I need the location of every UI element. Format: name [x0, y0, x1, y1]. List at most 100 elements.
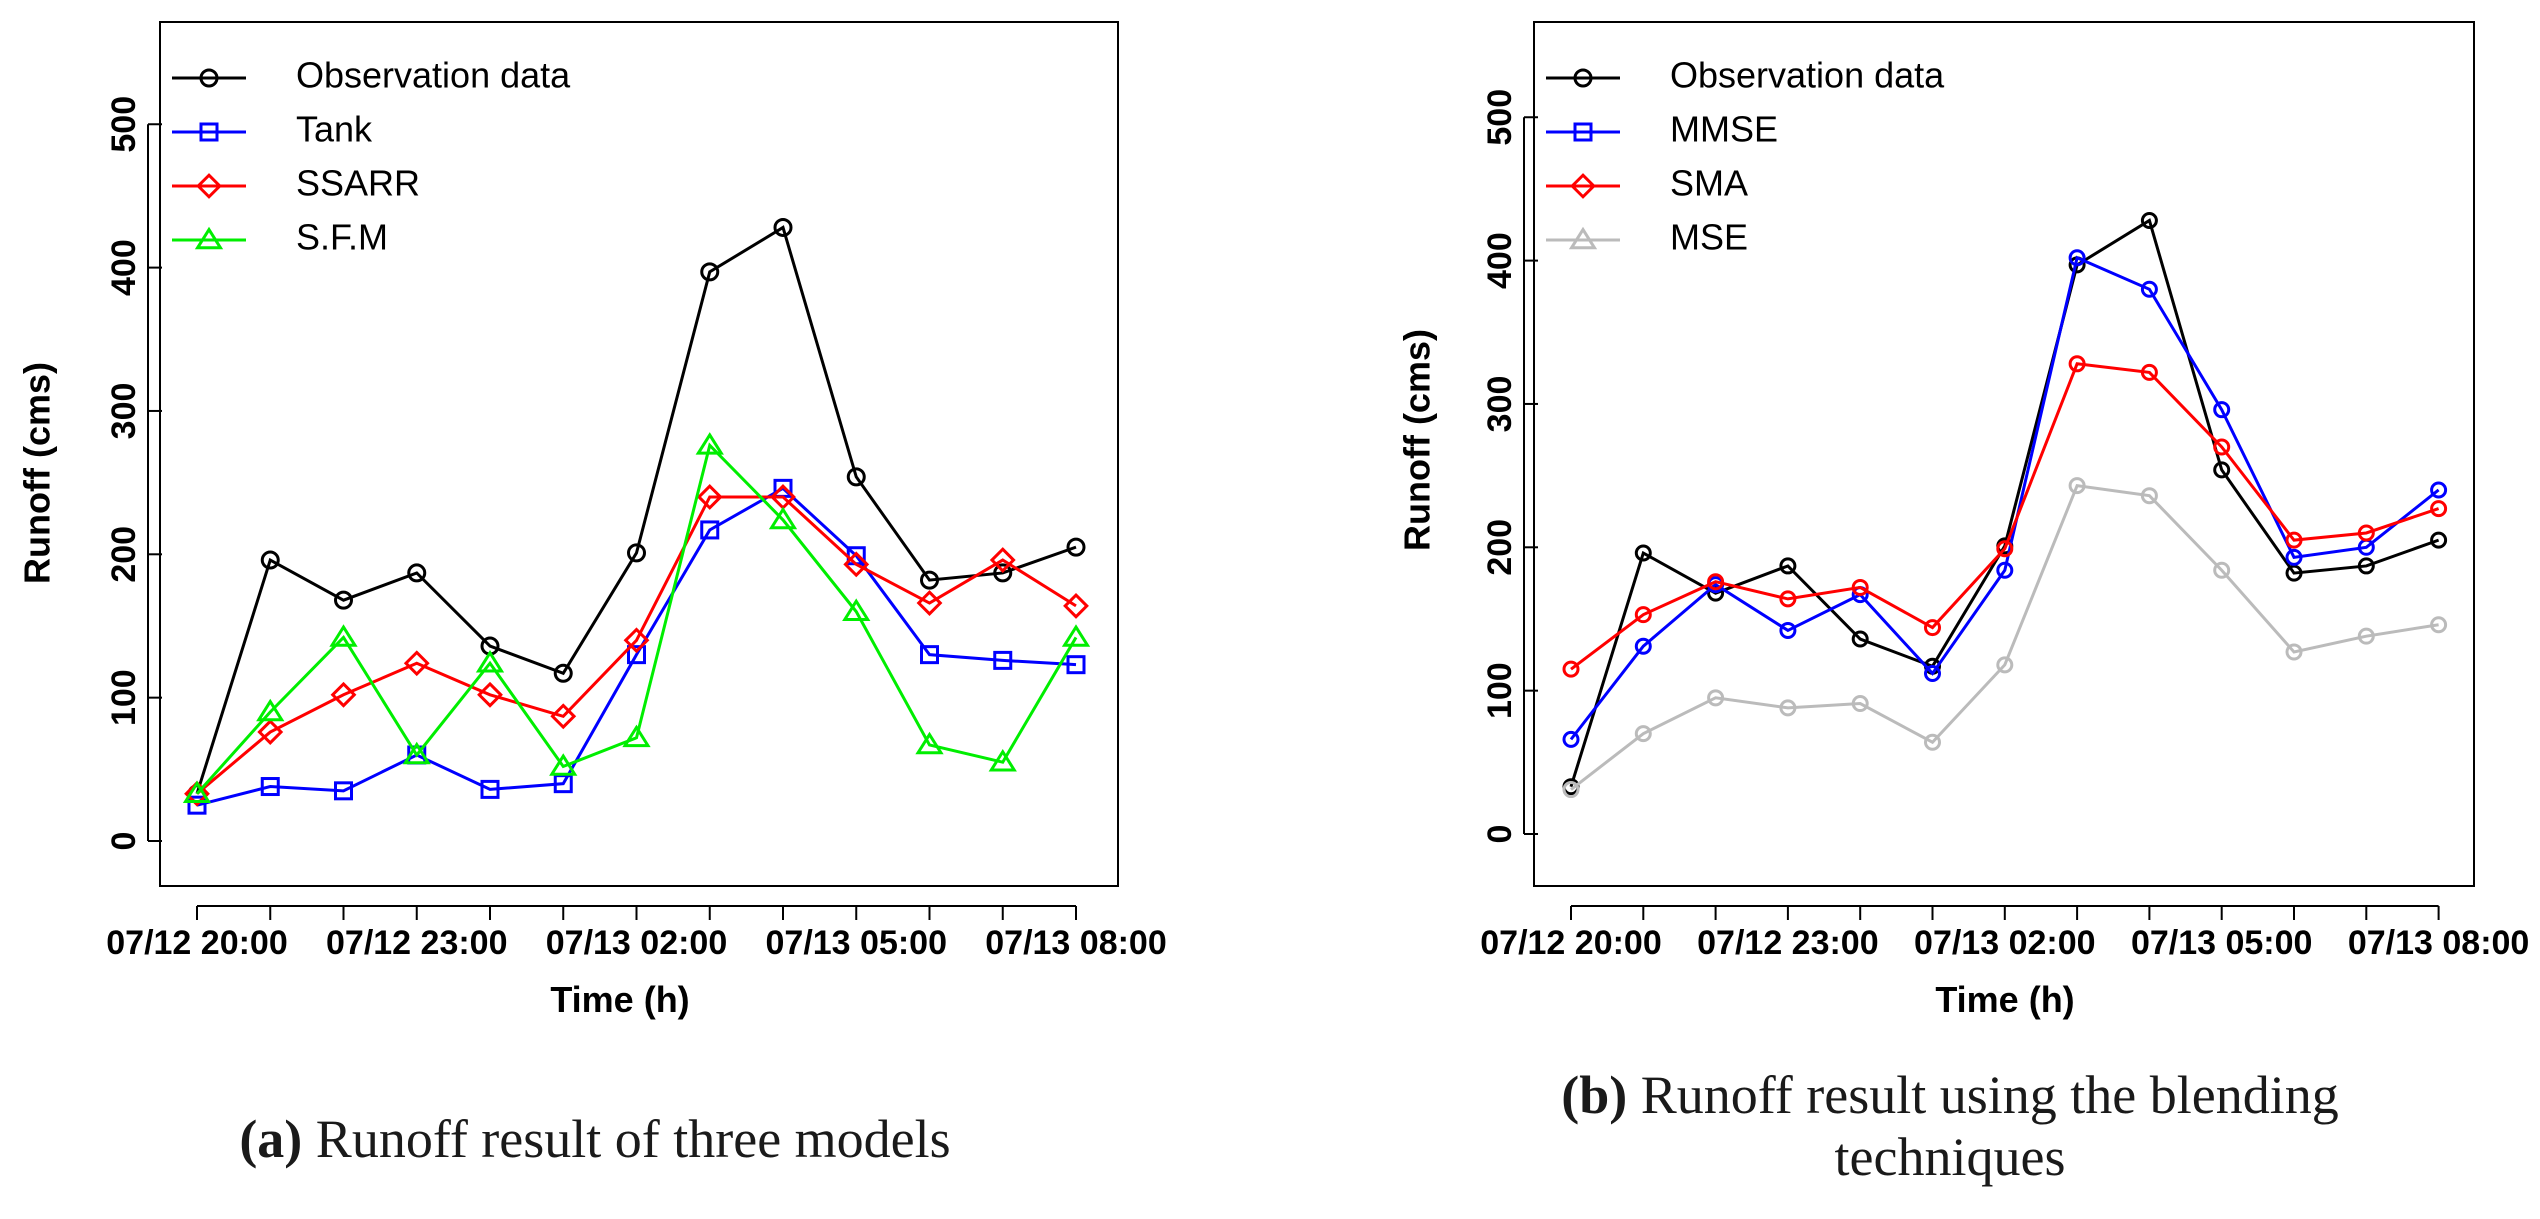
data-point — [2357, 524, 2375, 542]
legend-marker — [196, 173, 222, 199]
data-point — [695, 432, 724, 455]
x-tick-label: 07/13 02:00 — [546, 924, 728, 962]
data-point — [1707, 573, 1725, 591]
data-point — [696, 484, 723, 510]
y-tick-label: 300 — [105, 383, 143, 440]
legend-label: MSE — [1670, 217, 1748, 258]
data-point — [843, 551, 870, 578]
data-point — [700, 262, 720, 282]
series-line — [195, 225, 1077, 795]
legend-marker — [199, 68, 219, 88]
data-point — [1562, 660, 1580, 678]
data-point — [1066, 655, 1086, 675]
data-point — [2285, 643, 2303, 661]
data-point — [993, 650, 1013, 670]
data-point — [480, 779, 500, 799]
data-point — [407, 563, 427, 583]
y-tick-label: 100 — [105, 669, 143, 726]
legend-label: MMSE — [1670, 109, 1778, 150]
data-point — [700, 520, 720, 540]
data-point — [1562, 730, 1580, 748]
data-point — [334, 781, 353, 801]
y-tick-label: 200 — [1481, 519, 1519, 576]
data-point — [1063, 592, 1089, 619]
data-point — [1634, 637, 1652, 655]
data-point — [920, 570, 939, 590]
legend: Observation data Tank SSARR S.F.M — [172, 55, 571, 258]
data-point — [2213, 461, 2231, 479]
series-line — [1569, 255, 2440, 741]
x-tick-label: 07/13 05:00 — [766, 924, 948, 962]
series-line — [1570, 362, 2440, 671]
data-point — [622, 724, 651, 748]
data-point — [1851, 630, 1869, 648]
data-point — [1066, 537, 1086, 557]
x-tick-label: 07/12 20:00 — [1480, 924, 1662, 962]
data-point — [1779, 590, 1797, 608]
legend-label: S.F.M — [296, 217, 388, 258]
y-tick-label: 200 — [105, 526, 143, 583]
data-point — [2357, 557, 2375, 575]
chart-panel-b: 0 100 200 300 400 500 07/12 20:00 07/12 23:00 07… — [1397, 21, 2529, 1020]
data-point — [2430, 531, 2448, 549]
series-mse — [1562, 477, 2448, 799]
legend-marker — [1573, 68, 1593, 88]
data-point — [2140, 363, 2158, 381]
data-point — [627, 543, 646, 563]
data-point — [553, 663, 573, 683]
data-point — [2213, 401, 2231, 419]
data-point — [2213, 561, 2231, 579]
data-point — [334, 590, 353, 610]
x-tick-label: 07/12 20:00 — [106, 924, 288, 962]
legend-marker — [1568, 226, 1598, 250]
y-axis-label: Runoff (cms) — [17, 362, 58, 584]
data-point — [2430, 481, 2448, 499]
y-tick-label: 0 — [1481, 825, 1519, 844]
series-line — [1570, 484, 2439, 791]
y-tick-label: 300 — [1481, 376, 1519, 433]
y-tick-label: 400 — [1481, 232, 1519, 289]
data-point — [1924, 664, 1941, 682]
data-point — [2430, 500, 2448, 518]
series-s-f-m — [182, 432, 1091, 803]
data-point — [257, 719, 284, 745]
data-point — [2068, 355, 2086, 373]
x-tick-label: 07/13 02:00 — [1914, 924, 2096, 962]
legend-marker — [199, 122, 219, 142]
data-point — [402, 741, 431, 765]
caption-a-text: Runoff result of three models — [315, 1109, 951, 1169]
x-tick-label: 07/13 05:00 — [2131, 924, 2313, 962]
caption-b-label: (b) — [1561, 1065, 1628, 1125]
legend: Observation data MMSE SMA MSE — [1546, 55, 1945, 258]
data-point — [260, 777, 280, 797]
y-tick-label: 400 — [105, 239, 143, 296]
y-tick-label: 0 — [105, 832, 143, 851]
data-point — [2285, 564, 2303, 582]
data-point — [477, 681, 503, 708]
x-tick-label: 07/12 23:00 — [1697, 924, 1879, 962]
data-point — [330, 681, 357, 708]
data-point — [1851, 695, 1869, 713]
chart-panel-a: 0 100 200 300 400 500 07/12 20:00 07/12 23:00 07… — [17, 21, 1167, 1020]
data-point — [1562, 781, 1580, 799]
series-ssarr — [184, 484, 1089, 807]
x-axis-label: Time (h) — [550, 979, 689, 1020]
series-tank — [187, 478, 1086, 815]
data-point — [2357, 627, 2375, 645]
data-point — [842, 598, 871, 621]
data-point — [916, 590, 943, 616]
data-point — [1779, 557, 1797, 575]
data-point — [187, 795, 207, 815]
data-point — [260, 550, 280, 570]
plot-frame — [1533, 21, 2475, 887]
data-point — [627, 645, 646, 665]
y-tick-label: 500 — [105, 96, 143, 153]
data-point — [623, 627, 650, 654]
data-point — [256, 698, 285, 722]
data-point — [1996, 540, 2014, 558]
legend-label: Tank — [296, 109, 373, 150]
data-point — [475, 650, 505, 673]
legend-label: Observation data — [296, 55, 571, 96]
plot-frame — [159, 21, 1119, 887]
y-tick-label: 100 — [1481, 662, 1519, 719]
